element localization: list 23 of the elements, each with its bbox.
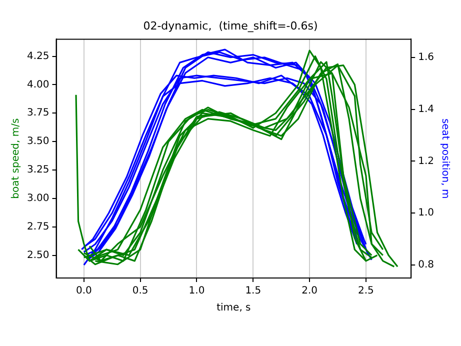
y-tick-label: 2.75	[27, 221, 50, 232]
y2-tick-label: 1.2	[418, 156, 434, 167]
y-tick-label: 4.00	[27, 79, 50, 90]
x-axis-title: time, s	[216, 302, 251, 314]
y2-tick-label: 0.8	[418, 260, 434, 271]
x-tick-label: 2.5	[358, 286, 374, 297]
y-tick-label: 2.50	[27, 250, 50, 261]
y-tick-label: 3.75	[27, 108, 50, 119]
y2-tick-label: 1.6	[418, 52, 434, 63]
x-tick-label: 2.0	[302, 286, 318, 297]
y-axis-title: boat speed, m/s	[10, 118, 22, 199]
y2-tick-label: 1.4	[418, 104, 434, 115]
x-tick-label: 0.0	[76, 286, 92, 297]
y-tick-label: 3.25	[27, 164, 50, 176]
x-tick-label: 1.5	[245, 286, 262, 297]
y-tick-label: 3.50	[27, 136, 50, 148]
x-tick-label: 0.5	[132, 286, 148, 297]
y2-tick-label: 1.0	[418, 208, 434, 219]
chart-title: 02-dynamic, (time_shift=-0.6s)	[143, 19, 318, 32]
y2-axis-title: seat position, m	[439, 118, 450, 199]
y-tick-label: 4.25	[27, 50, 50, 62]
x-tick-label: 1.0	[188, 286, 205, 297]
y-tick-label: 3.00	[27, 192, 50, 204]
